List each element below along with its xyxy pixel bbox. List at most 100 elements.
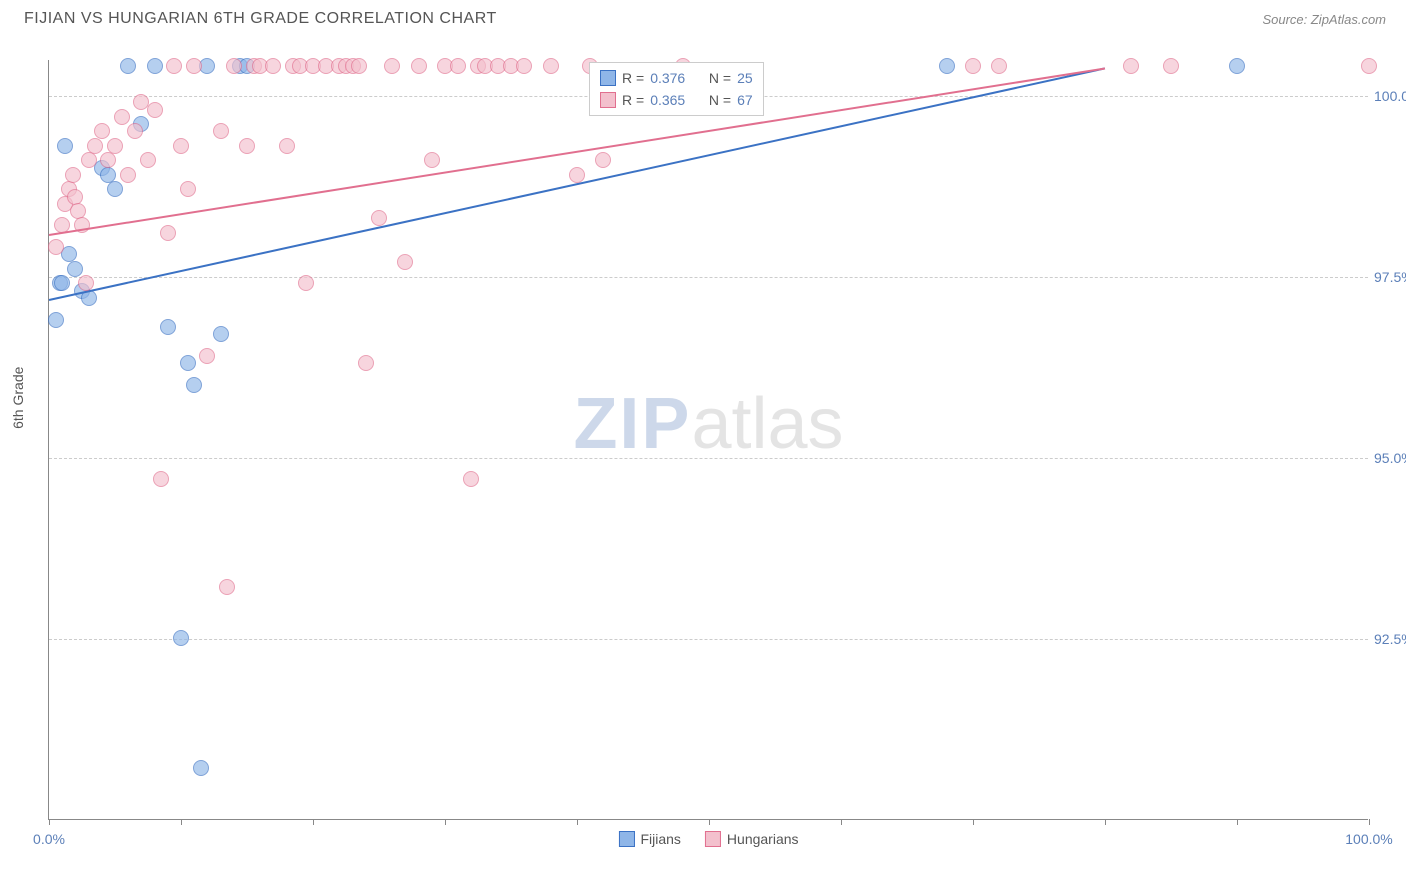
- y-tick-label: 97.5%: [1374, 269, 1406, 285]
- scatter-point: [120, 58, 136, 74]
- gridline: [49, 458, 1368, 459]
- scatter-point: [265, 58, 281, 74]
- r-label: R =: [622, 92, 644, 108]
- r-label: R =: [622, 70, 644, 86]
- scatter-point: [78, 275, 94, 291]
- scatter-point: [411, 58, 427, 74]
- scatter-point: [991, 58, 1007, 74]
- scatter-point: [1361, 58, 1377, 74]
- scatter-point: [70, 203, 86, 219]
- scatter-point: [595, 152, 611, 168]
- scatter-point: [199, 348, 215, 364]
- scatter-point: [87, 138, 103, 154]
- n-value: 67: [737, 92, 753, 108]
- scatter-point: [351, 58, 367, 74]
- plot-area: ZIPatlas 92.5%95.0%97.5%100.0%0.0%100.0%…: [48, 60, 1368, 820]
- scatter-point: [239, 138, 255, 154]
- scatter-point: [371, 210, 387, 226]
- legend-item: Fijians: [618, 831, 680, 847]
- x-tick: [577, 819, 578, 825]
- y-axis-label: 6th Grade: [10, 367, 26, 429]
- scatter-point: [65, 167, 81, 183]
- scatter-point: [100, 152, 116, 168]
- x-tick-label: 0.0%: [33, 831, 65, 847]
- source-attribution: Source: ZipAtlas.com: [1262, 12, 1386, 27]
- scatter-point: [48, 239, 64, 255]
- series-legend: Fijians Hungarians: [618, 831, 798, 847]
- scatter-point: [186, 377, 202, 393]
- scatter-point: [226, 58, 242, 74]
- n-label: N =: [709, 70, 731, 86]
- x-tick: [1105, 819, 1106, 825]
- scatter-point: [180, 355, 196, 371]
- legend-item: Hungarians: [705, 831, 799, 847]
- scatter-point: [160, 225, 176, 241]
- chart-container: 6th Grade ZIPatlas 92.5%95.0%97.5%100.0%…: [20, 42, 1390, 862]
- x-tick: [445, 819, 446, 825]
- zipatlas-watermark: ZIPatlas: [573, 383, 843, 465]
- x-tick: [841, 819, 842, 825]
- legend-swatch: [600, 92, 616, 108]
- scatter-point: [543, 58, 559, 74]
- trend-line: [49, 67, 1105, 301]
- x-tick: [1237, 819, 1238, 825]
- scatter-point: [120, 167, 136, 183]
- r-value: 0.376: [650, 70, 685, 86]
- stats-legend-row: R = 0.376 N = 25: [600, 67, 753, 89]
- x-tick: [49, 819, 50, 825]
- scatter-point: [180, 181, 196, 197]
- scatter-point: [279, 138, 295, 154]
- y-tick-label: 100.0%: [1374, 88, 1406, 104]
- scatter-point: [173, 630, 189, 646]
- scatter-point: [397, 254, 413, 270]
- scatter-point: [569, 167, 585, 183]
- watermark-zip: ZIP: [573, 384, 691, 464]
- scatter-point: [94, 123, 110, 139]
- scatter-point: [939, 58, 955, 74]
- legend-label: Hungarians: [727, 831, 799, 847]
- scatter-point: [219, 579, 235, 595]
- stats-legend-row: R = 0.365 N = 67: [600, 89, 753, 111]
- scatter-point: [450, 58, 466, 74]
- x-tick: [181, 819, 182, 825]
- stats-legend: R = 0.376 N = 25 R = 0.365 N = 67: [589, 62, 764, 116]
- scatter-point: [127, 123, 143, 139]
- y-tick-label: 95.0%: [1374, 450, 1406, 466]
- scatter-point: [965, 58, 981, 74]
- scatter-point: [166, 58, 182, 74]
- y-tick-label: 92.5%: [1374, 631, 1406, 647]
- scatter-point: [213, 326, 229, 342]
- scatter-point: [173, 138, 189, 154]
- legend-swatch: [618, 831, 634, 847]
- legend-label: Fijians: [640, 831, 680, 847]
- scatter-point: [424, 152, 440, 168]
- n-label: N =: [709, 92, 731, 108]
- scatter-point: [48, 312, 64, 328]
- scatter-point: [147, 58, 163, 74]
- scatter-point: [213, 123, 229, 139]
- scatter-point: [1123, 58, 1139, 74]
- scatter-point: [81, 152, 97, 168]
- chart-title: FIJIAN VS HUNGARIAN 6TH GRADE CORRELATIO…: [24, 10, 497, 28]
- scatter-point: [147, 102, 163, 118]
- scatter-point: [67, 261, 83, 277]
- trend-line: [49, 67, 1105, 235]
- scatter-point: [153, 471, 169, 487]
- scatter-point: [57, 138, 73, 154]
- x-tick: [313, 819, 314, 825]
- scatter-point: [114, 109, 130, 125]
- scatter-point: [160, 319, 176, 335]
- n-value: 25: [737, 70, 753, 86]
- scatter-point: [463, 471, 479, 487]
- x-tick: [973, 819, 974, 825]
- scatter-point: [107, 138, 123, 154]
- gridline: [49, 639, 1368, 640]
- x-tick: [1369, 819, 1370, 825]
- legend-swatch: [600, 70, 616, 86]
- scatter-point: [358, 355, 374, 371]
- scatter-point: [67, 189, 83, 205]
- scatter-point: [1229, 58, 1245, 74]
- scatter-point: [107, 181, 123, 197]
- r-value: 0.365: [650, 92, 685, 108]
- scatter-point: [1163, 58, 1179, 74]
